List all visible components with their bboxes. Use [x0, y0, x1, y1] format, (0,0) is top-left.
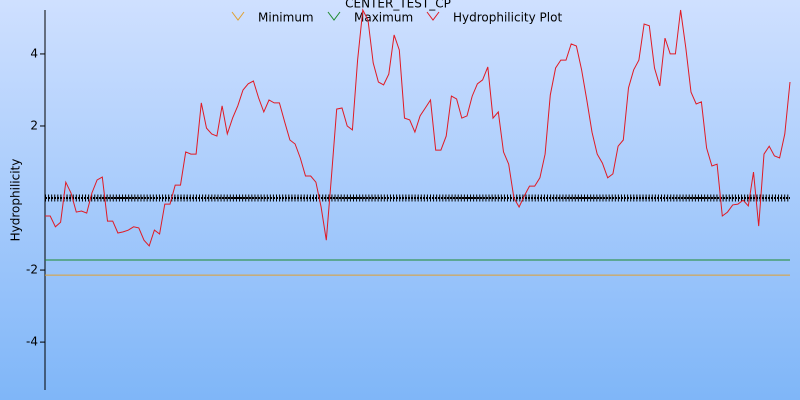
hydrophilicity-line: [45, 8, 791, 247]
y-tick-label: 4: [30, 46, 38, 60]
y-axis-label: Hydrophilicity: [9, 159, 23, 242]
y-tick-label: -2: [26, 263, 38, 277]
legend-icon: [231, 11, 245, 21]
legend-icon: [426, 11, 440, 21]
y-tick-label: 2: [30, 118, 38, 132]
y-tick-label: -4: [26, 335, 38, 349]
legend-icon: [327, 11, 341, 21]
chart-title: CENTER_TEST_CP: [345, 0, 451, 11]
legend-label: Minimum: [258, 11, 314, 25]
legend-label: Maximum: [354, 11, 413, 25]
legend-label: Hydrophilicity Plot: [453, 11, 562, 25]
